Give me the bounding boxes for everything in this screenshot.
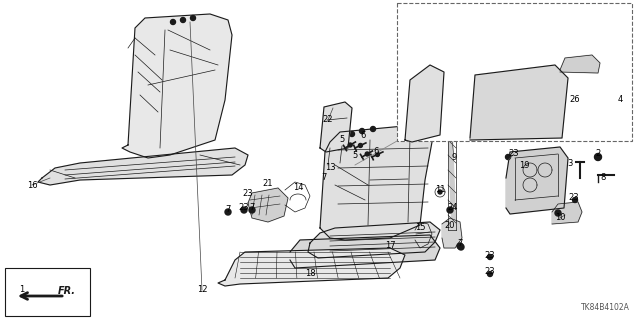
Polygon shape [308,222,440,258]
Polygon shape [447,207,453,213]
Polygon shape [290,235,440,268]
Text: 6: 6 [373,146,379,155]
Text: 23: 23 [509,150,519,159]
Polygon shape [38,148,248,185]
Polygon shape [506,147,568,214]
Text: 25: 25 [569,61,579,70]
Polygon shape [320,102,352,152]
Text: 7: 7 [225,205,230,214]
Polygon shape [573,197,577,203]
Polygon shape [348,143,352,147]
Polygon shape [442,218,462,248]
Text: 23: 23 [243,189,253,197]
Text: 4: 4 [618,95,623,105]
Text: 21: 21 [263,179,273,188]
Text: TK84B4102A: TK84B4102A [581,303,630,312]
Text: 22: 22 [323,115,333,124]
Text: 27: 27 [531,113,541,122]
Text: 7: 7 [321,173,326,182]
Polygon shape [448,128,456,230]
Polygon shape [122,14,232,158]
Polygon shape [488,271,493,277]
Text: 20: 20 [445,221,455,231]
Polygon shape [349,131,355,137]
Polygon shape [560,55,600,73]
Text: 23: 23 [484,268,495,277]
Polygon shape [170,19,175,25]
Polygon shape [180,18,186,23]
Text: 23: 23 [569,192,579,202]
Polygon shape [241,207,247,213]
Text: 18: 18 [305,270,316,278]
Polygon shape [552,202,582,224]
Text: 19: 19 [519,160,529,169]
Bar [5,268,90,316]
Polygon shape [360,129,365,133]
Text: 15: 15 [415,224,425,233]
Polygon shape [595,153,602,160]
Text: 11: 11 [435,186,445,195]
Text: 6: 6 [360,131,365,140]
Text: 8: 8 [600,174,605,182]
Polygon shape [376,152,380,156]
Polygon shape [365,152,369,156]
Polygon shape [320,125,432,240]
Text: 9: 9 [451,152,456,161]
Text: 7: 7 [458,240,463,249]
Text: 17: 17 [385,241,396,249]
Text: 24: 24 [448,204,458,212]
Text: 5: 5 [339,136,344,145]
Polygon shape [405,65,444,142]
Text: 1: 1 [19,286,24,294]
Polygon shape [458,244,464,250]
Text: 26: 26 [570,95,580,105]
Polygon shape [249,207,255,213]
Polygon shape [488,113,492,117]
Polygon shape [248,188,288,222]
Text: 3: 3 [567,159,573,167]
Polygon shape [470,65,568,140]
Text: 14: 14 [292,183,303,192]
Text: 13: 13 [324,162,335,172]
Text: 12: 12 [196,286,207,294]
Polygon shape [555,210,561,216]
Polygon shape [225,209,231,215]
Polygon shape [218,248,405,286]
Text: 10: 10 [555,213,565,222]
Polygon shape [488,255,493,259]
Text: 16: 16 [27,181,37,189]
Polygon shape [371,127,376,131]
Polygon shape [457,243,463,249]
Polygon shape [191,16,195,20]
Text: 2: 2 [595,150,600,159]
Text: 7: 7 [250,203,255,211]
Text: 23: 23 [484,250,495,259]
Bar [397,3,632,141]
Polygon shape [358,144,362,147]
Text: 5: 5 [353,151,358,160]
Polygon shape [438,190,442,194]
Polygon shape [506,154,511,160]
Text: 23: 23 [239,203,250,211]
Text: FR.: FR. [58,286,76,296]
